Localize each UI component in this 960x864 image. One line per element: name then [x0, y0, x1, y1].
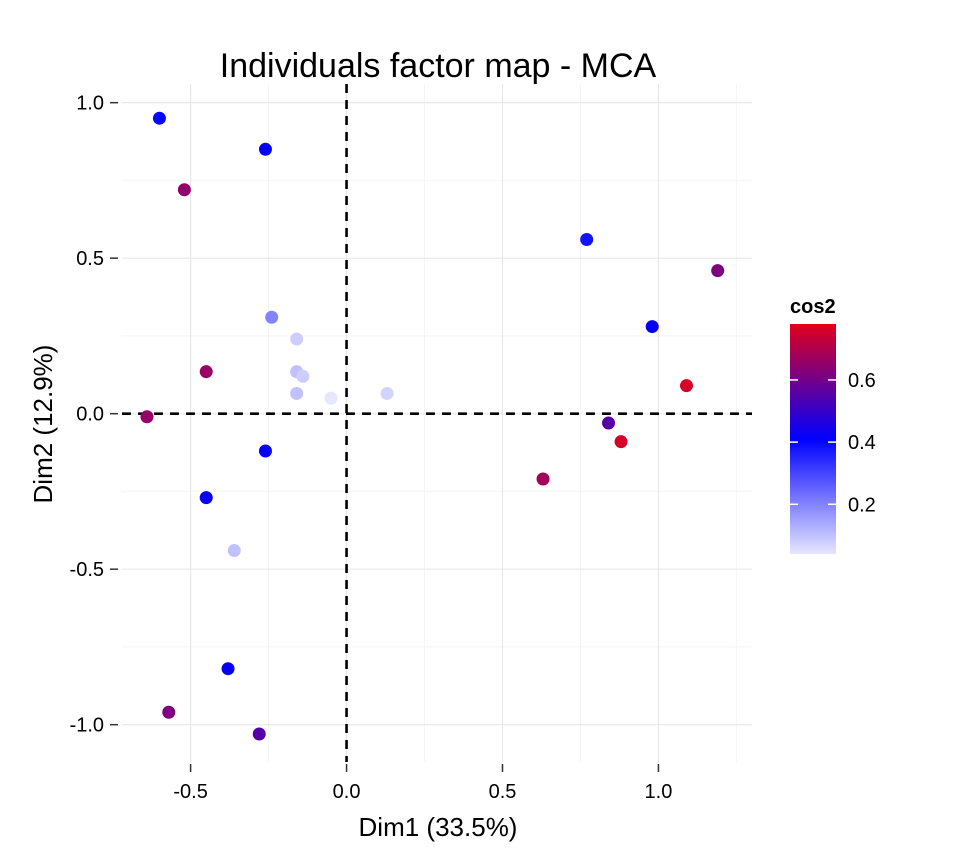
data-point [265, 311, 278, 324]
x-axis-label: Dim1 (33.5%) [359, 812, 518, 842]
data-point [537, 472, 550, 485]
legend-title: cos2 [790, 296, 836, 318]
y-tick-label: 0.0 [76, 404, 104, 426]
data-point [680, 379, 693, 392]
chart-title: Individuals factor map - MCA [220, 47, 657, 85]
data-point [162, 706, 175, 719]
data-point [615, 435, 628, 448]
x-tick-label: -0.5 [173, 781, 207, 803]
chart-root: Individuals factor map - MCA -0.5 0.0 0.5 1… [0, 0, 960, 864]
data-point [580, 233, 593, 246]
data-point [200, 491, 213, 504]
data-point [259, 444, 272, 457]
legend-tick-label: 0.2 [848, 494, 876, 516]
points [140, 112, 724, 741]
data-point [178, 183, 191, 196]
data-point [381, 387, 394, 400]
data-point [602, 417, 615, 430]
data-point [140, 410, 153, 423]
data-point [253, 728, 266, 741]
data-point [324, 392, 337, 405]
data-point [646, 320, 659, 333]
data-point [711, 264, 724, 277]
data-point [290, 387, 303, 400]
grid [122, 84, 752, 762]
data-point [222, 662, 235, 675]
x-tick-label: 1.0 [645, 781, 673, 803]
y-tick-label: -0.5 [70, 559, 104, 581]
data-point [153, 112, 166, 125]
data-point [200, 365, 213, 378]
data-point [290, 333, 303, 346]
y-tick-label: 1.0 [76, 93, 104, 115]
legend-colorbar [790, 324, 836, 554]
color-legend: cos2 0.2 0.4 0.6 [790, 296, 876, 554]
axes: -0.5 0.0 0.5 1.0 -1.0 -0.5 0.0 0.5 1.0 [70, 93, 673, 803]
y-axis-label: Dim2 (12.9%) [28, 345, 58, 504]
data-point [296, 370, 309, 383]
legend-tick-label: 0.6 [848, 370, 876, 392]
y-tick-label: -1.0 [70, 715, 104, 737]
data-point [228, 544, 241, 557]
x-tick-label: 0.0 [333, 781, 361, 803]
data-point [259, 143, 272, 156]
x-tick-label: 0.5 [489, 781, 517, 803]
mca-factor-map: Individuals factor map - MCA -0.5 0.0 0.5 1… [0, 0, 960, 864]
reference-lines [122, 84, 752, 762]
legend-tick-label: 0.4 [848, 432, 876, 454]
y-tick-label: 0.5 [76, 248, 104, 270]
